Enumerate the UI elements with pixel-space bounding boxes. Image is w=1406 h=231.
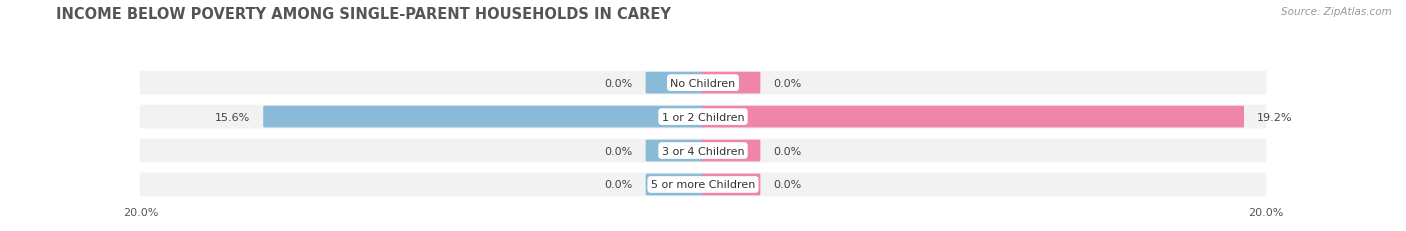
FancyBboxPatch shape	[138, 104, 1268, 130]
FancyBboxPatch shape	[702, 73, 761, 94]
Text: 15.6%: 15.6%	[215, 112, 250, 122]
Text: 5 or more Children: 5 or more Children	[651, 180, 755, 190]
Text: 0.0%: 0.0%	[605, 146, 633, 156]
FancyBboxPatch shape	[645, 140, 704, 162]
FancyBboxPatch shape	[702, 106, 1244, 128]
FancyBboxPatch shape	[702, 174, 761, 195]
Text: Source: ZipAtlas.com: Source: ZipAtlas.com	[1281, 7, 1392, 17]
FancyBboxPatch shape	[138, 70, 1268, 97]
Text: 19.2%: 19.2%	[1257, 112, 1292, 122]
FancyBboxPatch shape	[702, 140, 761, 162]
Text: 0.0%: 0.0%	[773, 78, 801, 88]
Text: 0.0%: 0.0%	[605, 180, 633, 190]
Text: 0.0%: 0.0%	[773, 146, 801, 156]
FancyBboxPatch shape	[138, 138, 1268, 164]
Text: 1 or 2 Children: 1 or 2 Children	[662, 112, 744, 122]
FancyBboxPatch shape	[263, 106, 704, 128]
Text: 0.0%: 0.0%	[605, 78, 633, 88]
Text: 3 or 4 Children: 3 or 4 Children	[662, 146, 744, 156]
Text: INCOME BELOW POVERTY AMONG SINGLE-PARENT HOUSEHOLDS IN CAREY: INCOME BELOW POVERTY AMONG SINGLE-PARENT…	[56, 7, 671, 22]
Text: 0.0%: 0.0%	[773, 180, 801, 190]
FancyBboxPatch shape	[645, 73, 704, 94]
Text: No Children: No Children	[671, 78, 735, 88]
FancyBboxPatch shape	[138, 171, 1268, 198]
FancyBboxPatch shape	[645, 174, 704, 195]
